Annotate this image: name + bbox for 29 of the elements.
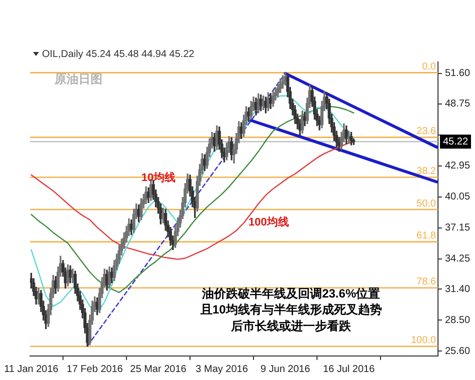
- y-tick-label: 31.40: [444, 284, 470, 295]
- x-tick-label: 17 Feb 2016: [66, 364, 124, 375]
- annotation: 后市长线或进一步看跌: [230, 318, 352, 333]
- y-tick-label: 34.25: [444, 254, 470, 265]
- y-tick-label: 28.50: [444, 314, 470, 326]
- y-tick-label: 25.60: [444, 346, 470, 357]
- annotation: 23.6: [416, 126, 436, 138]
- annotation: 61.8: [416, 230, 436, 242]
- annotation: 100.0: [410, 335, 436, 346]
- y-tick-label: 48.75: [444, 98, 470, 110]
- annotation: 原油日图: [53, 72, 102, 86]
- annotation: 油价跌破半年线及回调23.6%位置: [201, 286, 380, 301]
- x-tick-label: 3 May 2016: [196, 364, 248, 375]
- series-label: 100均线: [248, 215, 289, 228]
- annotation: 0.0: [422, 61, 436, 72]
- y-tick-label: 42.95: [444, 160, 470, 172]
- y-tick-label: 51.60: [444, 68, 470, 80]
- x-tick-label: 11 Jan 2016: [4, 364, 59, 375]
- annotation: 50.0: [416, 198, 436, 210]
- x-tick-label: 16 Jul 2016: [322, 364, 376, 375]
- annotation: 且10均线有与半年线形成死叉趋势: [199, 302, 382, 317]
- annotation: 38.2: [416, 166, 436, 178]
- x-tick-label: 9 Jun 2016: [260, 364, 310, 375]
- chart-subtitle: OIL,Daily 45.24 45.48 44.94 45.22: [42, 48, 195, 60]
- annotation: 78.6: [416, 276, 436, 288]
- x-tick-label: 25 Mar 2016: [130, 364, 187, 375]
- y-tick-label: 40.05: [444, 192, 470, 203]
- y-tick-label: 37.15: [444, 222, 470, 234]
- ref-line-label: 45.22: [442, 136, 468, 148]
